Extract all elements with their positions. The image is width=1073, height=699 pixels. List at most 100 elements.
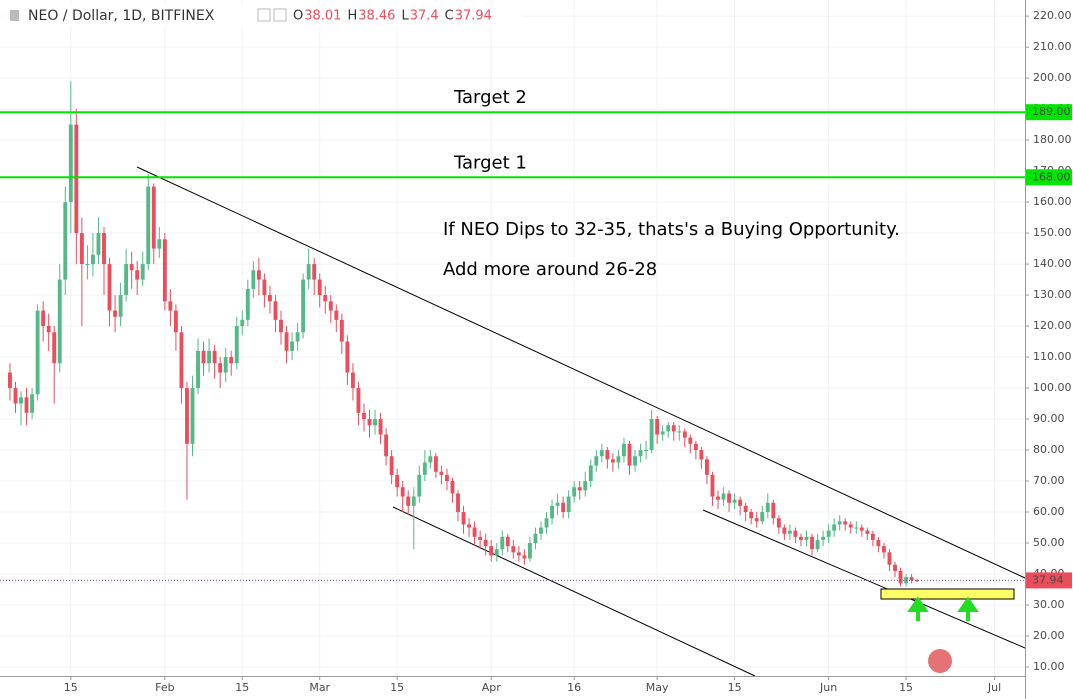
candle-body <box>52 332 57 364</box>
candle-body <box>279 319 283 333</box>
candle-body <box>24 397 29 413</box>
x-tick-label: 15 <box>728 681 742 694</box>
candle-body <box>804 536 809 540</box>
y-tick-label: 10.00 <box>1033 660 1065 673</box>
candle-body <box>306 264 311 280</box>
candle-body <box>328 301 333 311</box>
x-tick-label: 15 <box>64 681 78 694</box>
ohlc-key: H <box>347 9 357 24</box>
candle-body <box>516 552 521 556</box>
candle-body <box>787 530 792 534</box>
candle-body <box>583 481 588 491</box>
candle-body <box>8 372 12 389</box>
candle-body <box>400 487 405 497</box>
candle-body <box>367 419 372 426</box>
candle-body <box>467 524 472 528</box>
price-tag <box>1026 169 1072 186</box>
candle-body <box>323 295 328 302</box>
y-tick-label: 140.00 <box>1033 257 1072 270</box>
candle-body <box>118 295 123 317</box>
candle-body <box>35 310 40 395</box>
candle-body <box>41 310 46 327</box>
annotation: Add more around 26-28 <box>443 259 657 280</box>
candle-body <box>30 394 35 413</box>
candle-body <box>19 397 23 404</box>
candle-body <box>256 270 261 280</box>
candle-body <box>500 536 505 550</box>
y-tick-label: 30.00 <box>1033 598 1065 611</box>
candle-body <box>870 533 875 540</box>
y-tick-label: 20.00 <box>1033 629 1065 642</box>
candle-body <box>832 524 837 531</box>
candle-body <box>102 233 106 265</box>
candle-body <box>594 456 599 466</box>
x-tick-label: 16 <box>567 681 581 694</box>
candle-body <box>472 527 477 537</box>
candle-body <box>699 450 704 460</box>
header: NEO / Dollar, 1D, BITFINEX O 38.01 H 38.46 L… <box>2 4 522 26</box>
candle-body <box>644 450 649 452</box>
candle-body <box>605 450 610 460</box>
candle-body <box>124 264 129 296</box>
candle-body <box>566 496 571 513</box>
candle-body <box>201 350 206 364</box>
candle-body <box>113 310 117 317</box>
arrow <box>907 596 929 621</box>
candle-body <box>107 264 112 311</box>
candle-body <box>268 295 272 302</box>
trend-line <box>392 506 756 677</box>
candle-body <box>79 233 84 265</box>
candle-body <box>848 524 853 528</box>
candle-body <box>489 546 494 556</box>
candle-body <box>295 332 300 342</box>
candle-body <box>350 372 355 389</box>
candle-body <box>312 264 317 280</box>
candle-body <box>157 239 162 249</box>
logo <box>928 649 952 673</box>
y-tick-label: 160.00 <box>1033 195 1072 208</box>
candle-body <box>240 319 245 327</box>
candle-body <box>395 474 400 488</box>
x-tick-label: Feb <box>155 681 174 694</box>
candle-body <box>135 270 140 280</box>
candles <box>8 81 920 587</box>
candle-body <box>229 357 234 364</box>
ohlc-key: L <box>401 9 409 24</box>
candle-body <box>301 279 306 333</box>
candle-body <box>577 487 582 491</box>
target-label: Target 1 <box>453 152 527 173</box>
drawings <box>136 166 1026 677</box>
candle-body <box>721 493 726 500</box>
y-tick-label: 70.00 <box>1033 474 1065 487</box>
candle-body <box>616 456 621 463</box>
ohlc-value: 37.4 <box>410 9 439 24</box>
x-tick-label: May <box>646 681 669 694</box>
y-tick-label: 50.00 <box>1033 536 1065 549</box>
candle-body <box>190 388 195 444</box>
candle-body <box>693 443 698 451</box>
candle-body <box>245 288 250 320</box>
candle-body <box>765 502 770 513</box>
candle-body <box>550 505 554 519</box>
candle-body <box>893 564 897 571</box>
candle-body <box>898 570 903 584</box>
candle-body <box>284 332 289 351</box>
last-price-label: 37.94 <box>1032 573 1064 586</box>
trend-line <box>702 509 1026 649</box>
candle-body <box>63 202 68 280</box>
candle-body <box>378 419 383 435</box>
y-tick-label: 200.00 <box>1033 71 1072 84</box>
price-tag-label: 168.00 <box>1032 170 1071 183</box>
x-tick-label: 15 <box>235 681 249 694</box>
candle-body <box>151 186 156 249</box>
price-tag <box>1026 104 1072 121</box>
candle-body <box>223 357 228 373</box>
header-bg <box>2 4 522 26</box>
x-tick-label: 15 <box>899 681 913 694</box>
candle-body <box>522 555 527 559</box>
candle-body <box>262 279 267 296</box>
candle-body <box>251 270 256 289</box>
candle-body <box>146 186 151 265</box>
candle-body <box>483 539 488 547</box>
